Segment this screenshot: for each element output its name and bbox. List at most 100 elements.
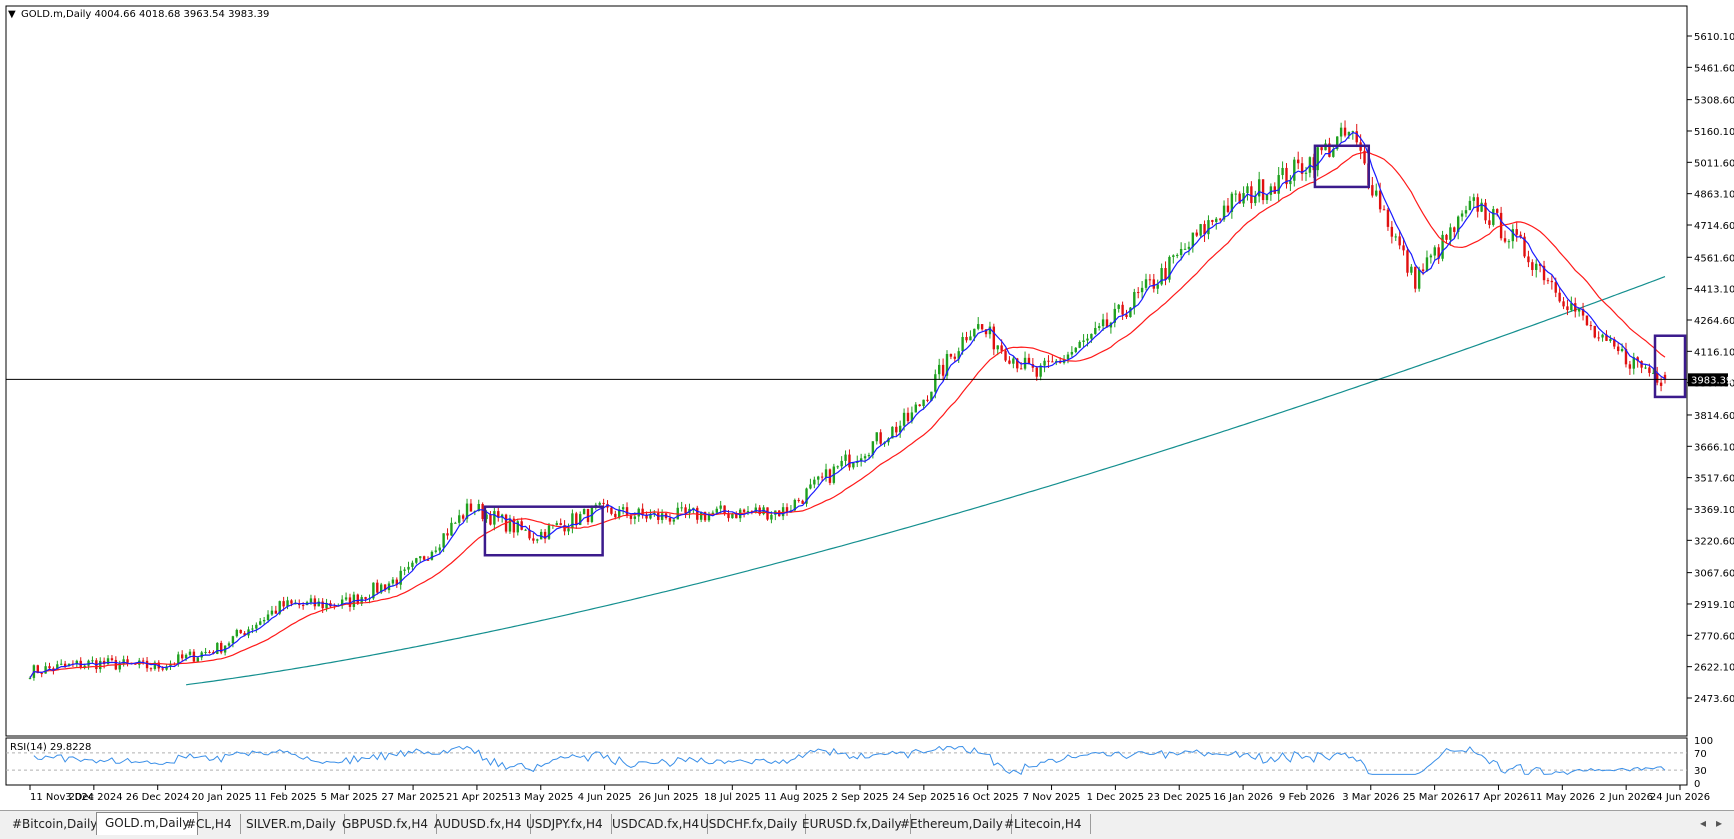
- tab-gold-m-daily[interactable]: GOLD.m,Daily: [96, 812, 199, 835]
- tab--bitcoin-daily[interactable]: #Bitcoin,Daily: [4, 814, 107, 834]
- svg-text:3983.39: 3983.39: [1691, 375, 1732, 386]
- candle-body: [1488, 220, 1491, 225]
- candle-body: [1476, 197, 1479, 212]
- ma-long-line: [186, 276, 1666, 686]
- candle-body: [1398, 236, 1401, 246]
- candle-body: [719, 505, 722, 509]
- candle-body: [567, 528, 570, 532]
- rsi-path: [33, 745, 1666, 776]
- candle-body: [824, 469, 828, 478]
- candle-body: [1027, 357, 1031, 365]
- candle-body: [1086, 338, 1089, 341]
- candle-body: [735, 513, 738, 519]
- candle-body: [216, 642, 219, 654]
- candle-body: [629, 515, 633, 519]
- candle-body: [1055, 360, 1058, 362]
- candle-body: [1125, 314, 1128, 318]
- tab-silver-m-daily[interactable]: SILVER.m,Daily: [238, 814, 345, 834]
- candle-body: [1336, 136, 1339, 150]
- symbol-tab-bar: #Bitcoin,Daily GOLD.m,Daily #CL,H4 SILVER.m…: [0, 810, 1734, 839]
- candle-body: [1652, 372, 1655, 374]
- candle-body: [914, 404, 917, 413]
- candle-body: [141, 660, 145, 662]
- candle-body: [934, 374, 937, 392]
- candle-body: [1523, 236, 1526, 257]
- candle-body: [977, 324, 980, 329]
- arrow-left-icon[interactable]: ◂: [1700, 816, 1707, 830]
- candle-body: [1492, 209, 1495, 225]
- candle-body: [493, 511, 496, 525]
- tab-gbpusd-fx-h4[interactable]: GBPUSD.fx,H4: [334, 814, 438, 834]
- candle-body: [1094, 327, 1097, 334]
- candle-body: [63, 663, 67, 667]
- tab-eurusd-fx-daily[interactable]: EURUSD.fx,Daily: [794, 814, 911, 834]
- candle-body: [422, 556, 426, 560]
- candle-body: [598, 502, 601, 505]
- candle-body: [727, 513, 730, 519]
- tab-usdchf-fx-daily[interactable]: USDCHF.fx,Daily: [692, 814, 807, 834]
- price-tick-label: 4413.10: [1694, 285, 1734, 296]
- candle-body: [1222, 205, 1226, 220]
- candle-body: [40, 673, 43, 675]
- candle-body: [1113, 308, 1116, 323]
- collapse-arrow-icon[interactable]: ▼: [8, 9, 16, 20]
- candle-body: [1215, 218, 1218, 222]
- candle-body: [309, 598, 313, 603]
- candle-body: [973, 328, 976, 337]
- candle-body: [848, 454, 851, 468]
- candle-body: [1429, 255, 1433, 258]
- candle-body: [442, 533, 445, 548]
- tab--litecoin-h4[interactable]: #Litecoin,H4: [996, 814, 1091, 834]
- candle-body: [1016, 358, 1019, 369]
- tab--cl-h4[interactable]: #CL,H4: [178, 814, 241, 834]
- candle-body: [1168, 256, 1171, 280]
- candle-body: [1019, 368, 1023, 370]
- candle-body: [1585, 315, 1589, 326]
- candle-body: [879, 432, 882, 444]
- price-tick-label: 4714.60: [1694, 221, 1734, 232]
- candle-body: [1183, 248, 1187, 250]
- candle-body: [1070, 351, 1074, 355]
- candle-body: [1460, 213, 1464, 217]
- candle-body: [426, 559, 430, 561]
- chart-canvas[interactable]: 100 70 30 0 5610.10 5461.60 5308.60 5160.10 501…: [0, 0, 1734, 810]
- tab--ethereum-daily[interactable]: #Ethereum,Daily: [892, 814, 1012, 834]
- candle-body: [520, 521, 523, 530]
- candle-body: [1074, 347, 1077, 352]
- candle-body: [512, 518, 516, 533]
- candle-body: [1437, 247, 1440, 259]
- candle-body: [1043, 360, 1046, 366]
- tab-audusd-fx-h4[interactable]: AUDUSD.fx,H4: [426, 814, 531, 834]
- candle-body: [1004, 350, 1007, 361]
- candle-body: [555, 523, 558, 525]
- candle-body: [766, 507, 769, 520]
- arrow-right-icon[interactable]: ▸: [1716, 816, 1723, 830]
- price-tick-label: 3067.60: [1694, 569, 1734, 580]
- time-tick-label: 3 Dec 2024: [65, 792, 123, 803]
- candle-body: [867, 454, 871, 457]
- candle-body: [813, 479, 816, 485]
- candle-body: [1273, 186, 1276, 194]
- tab-usdcad-fx-h4[interactable]: USDCAD.fx,H4: [604, 814, 709, 834]
- candle-body: [992, 326, 996, 350]
- tab-usdjpy-fx-h4[interactable]: USDJPY.fx,H4: [518, 814, 612, 834]
- candle-body: [454, 522, 457, 524]
- candle-body: [649, 514, 652, 519]
- candle-body: [407, 566, 410, 570]
- candle-body: [856, 461, 859, 464]
- price-tick-label: 5160.10: [1694, 127, 1734, 138]
- ma-slow-line: [29, 151, 1666, 679]
- time-tick-label: 17 Apr 2026: [1468, 792, 1530, 803]
- time-tick-label: 25 Mar 2026: [1403, 792, 1466, 803]
- highlight-box: [1313, 144, 1371, 189]
- candle-body: [379, 584, 383, 593]
- candle-body: [586, 509, 590, 522]
- candle-body: [161, 668, 164, 670]
- candle-body: [614, 513, 617, 518]
- price-scale: 5610.10 5461.60 5308.60 5160.10 5011.60 4863.…: [1687, 32, 1734, 705]
- candle-body: [1394, 236, 1397, 238]
- price-tick-label: 2473.60: [1694, 694, 1734, 705]
- candle-body: [902, 412, 906, 426]
- candle-body: [458, 515, 461, 523]
